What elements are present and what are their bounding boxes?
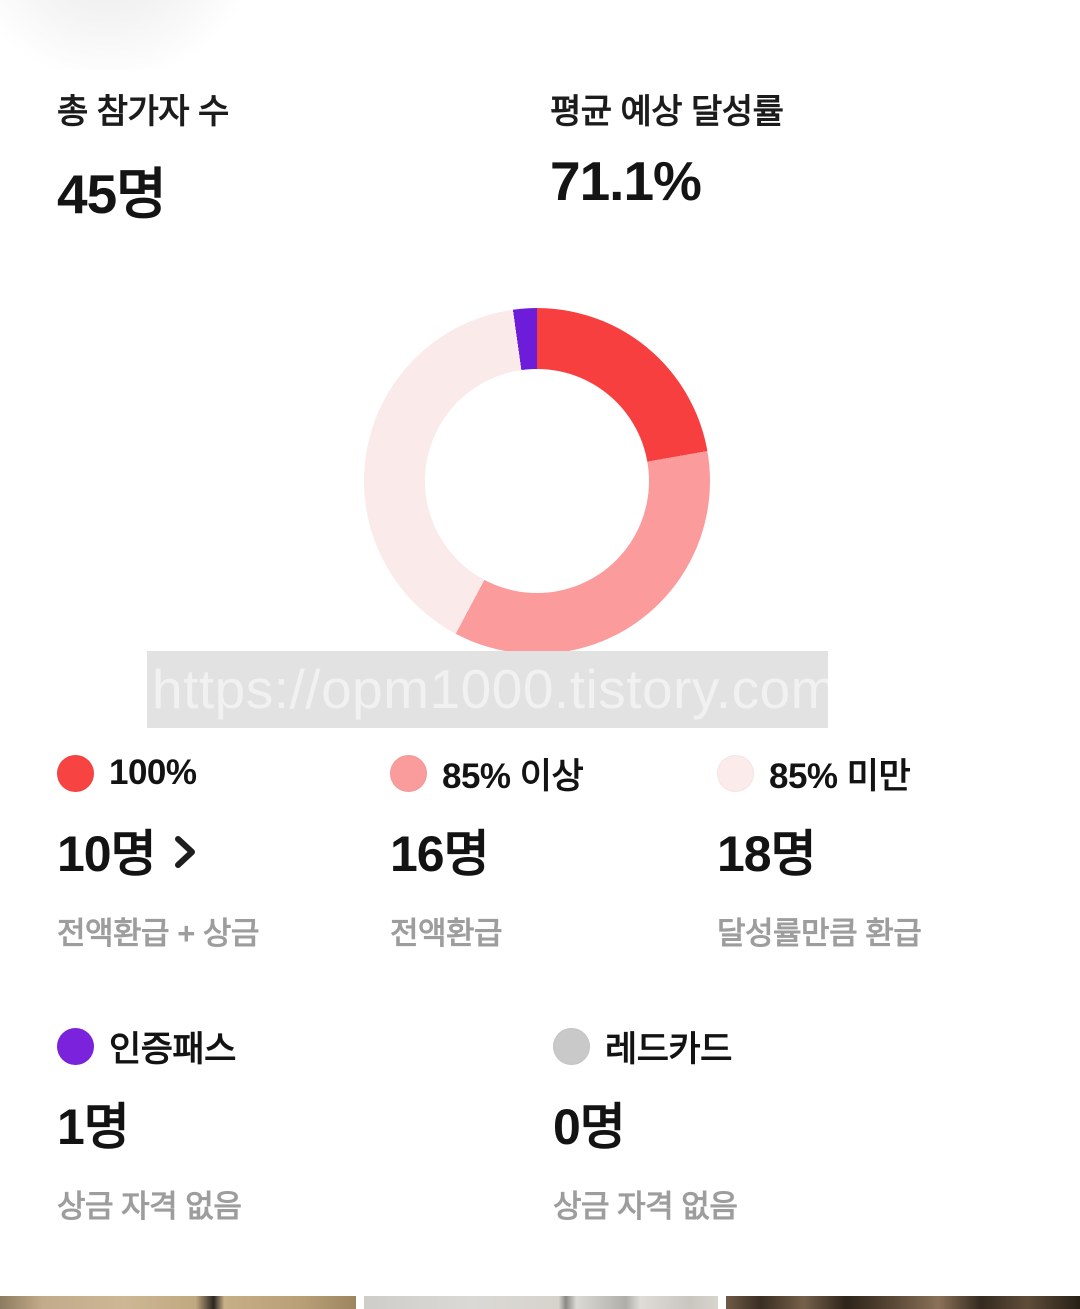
- legend-count[interactable]: 10명: [57, 814, 259, 886]
- legend-item-85pct-under: 85% 미만 18명 달성률만큼 환급: [717, 752, 922, 953]
- average-achievement-stat: 평균 예상 달성률 71.1%: [550, 84, 784, 213]
- legend-note: 달성률만큼 환급: [717, 916, 922, 951]
- light-pink-dot-icon: [717, 754, 754, 792]
- photo-thumbnail-partial-1[interactable]: [0, 1296, 356, 1309]
- legend-header: 85% 이상: [390, 752, 584, 796]
- legend-count: 18명: [717, 814, 921, 886]
- legend-count-text: 0명: [553, 1099, 626, 1155]
- legend-header: 인증패스: [57, 1025, 241, 1069]
- legend-count-text: 18명: [717, 826, 817, 882]
- average-achievement-value: 71.1%: [550, 150, 702, 212]
- legend-note: 상금 자격 없음: [553, 1189, 738, 1224]
- legend-header: 레드카드: [553, 1025, 737, 1069]
- legend-note: 상금 자격 없음: [57, 1189, 242, 1224]
- legend-label: 85% 미만: [769, 756, 911, 796]
- pink-dot-icon: [390, 754, 427, 792]
- legend-item-100pct[interactable]: 100% 10명 전액환급 + 상금: [57, 752, 259, 953]
- legend-header: 85% 미만: [717, 752, 921, 796]
- legend-item-auth-pass: 인증패스 1명 상금 자격 없음: [57, 1025, 242, 1226]
- legend-label: 인증패스: [109, 1029, 236, 1069]
- legend-count-text: 10명: [57, 826, 157, 882]
- corner-shadow-decoration: [0, 0, 320, 70]
- legend-count-text: 1명: [57, 1099, 130, 1155]
- photo-thumbnail-partial-3[interactable]: [726, 1296, 1080, 1309]
- legend-label: 레드카드: [605, 1029, 732, 1069]
- legend-count: 0명: [553, 1087, 737, 1159]
- total-participants-stat: 총 참가자 수 45명: [57, 84, 229, 229]
- total-participants-label: 총 참가자 수: [57, 93, 229, 131]
- legend-note: 전액환급: [390, 916, 503, 951]
- legend-label: 85% 이상: [442, 756, 584, 796]
- chevron-right-icon[interactable]: [174, 823, 196, 881]
- legend-count-text: 16명: [390, 826, 490, 882]
- gray-dot-icon: [553, 1027, 590, 1065]
- watermark-url: https://opm1000.tistory.com: [147, 651, 828, 728]
- red-dot-icon: [57, 754, 94, 792]
- total-participants-value: 45명: [57, 163, 167, 225]
- purple-dot-icon: [57, 1027, 94, 1065]
- photo-thumbnail-partial-2[interactable]: [364, 1296, 718, 1309]
- legend-count: 1명: [57, 1087, 241, 1159]
- average-achievement-label: 평균 예상 달성률: [550, 93, 784, 131]
- legend-label: 100%: [109, 753, 197, 792]
- achievement-donut-chart: [364, 308, 710, 654]
- legend-item-85pct-over: 85% 이상 16명 전액환급: [390, 752, 584, 953]
- legend-header: 100%: [57, 752, 259, 794]
- legend-item-red-card: 레드카드 0명 상금 자격 없음: [553, 1025, 738, 1226]
- legend-note: 전액환급 + 상금: [57, 916, 259, 951]
- legend-count: 16명: [390, 814, 583, 886]
